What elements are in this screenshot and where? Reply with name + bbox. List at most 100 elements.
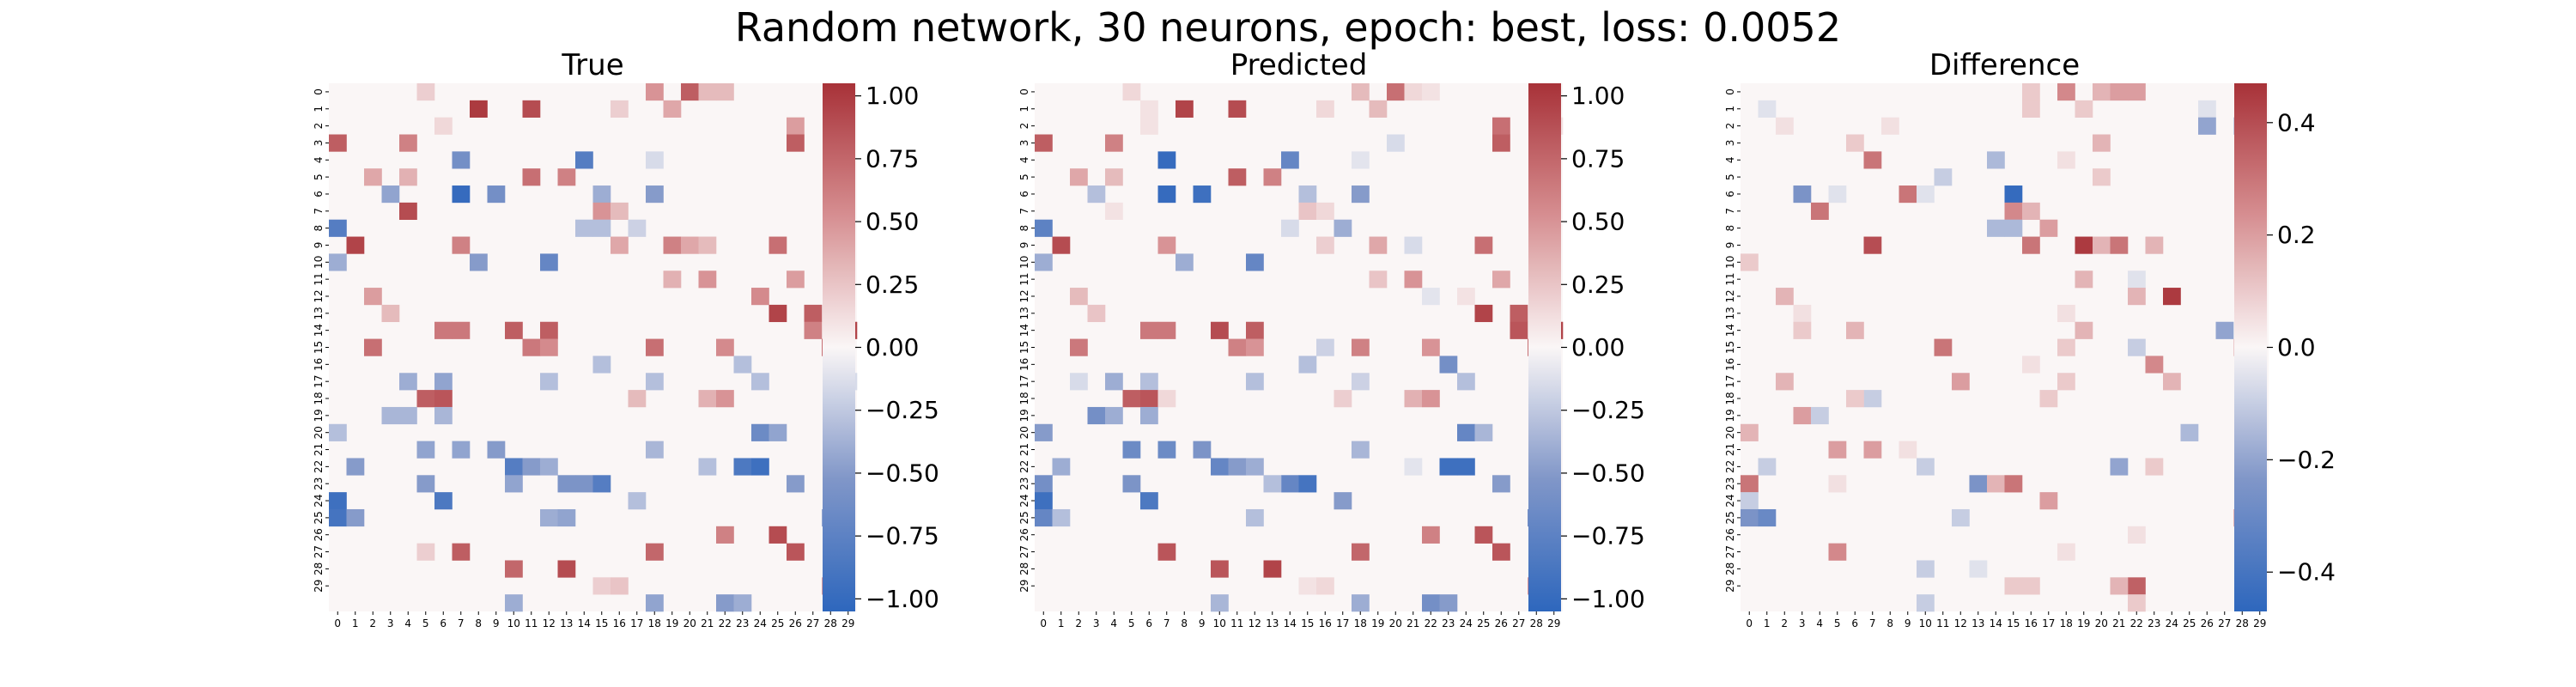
heatmap-cell: [1052, 458, 1071, 476]
heatmap-cell: [1404, 236, 1423, 254]
heatmap-cell: [1846, 134, 1864, 152]
heatmap-cell: [2004, 475, 2023, 493]
y-tick-label: 18: [313, 392, 325, 404]
y-tick-label: 11: [313, 273, 325, 286]
x-tick-label: 20: [1389, 617, 1402, 629]
heatmap-cell: [2057, 373, 2075, 391]
heatmap-cell: [2093, 83, 2111, 101]
y-tick-label: 15: [313, 341, 325, 354]
x-tick-label: 18: [648, 617, 661, 629]
heatmap-cell: [1035, 253, 1053, 271]
heatmap-cell: [646, 594, 664, 612]
x-tick-label: 14: [1284, 617, 1297, 629]
heatmap-cell: [1404, 458, 1423, 476]
x-tick-label: 18: [2060, 617, 2073, 629]
y-tick-label: 25: [1724, 511, 1736, 524]
heatmap-cell: [1281, 475, 1299, 493]
heatmap-cell: [2093, 236, 2111, 254]
heatmap-cell: [1987, 475, 2005, 493]
heatmap-cell: [1087, 304, 1106, 323]
heatmap-cell: [592, 202, 611, 221]
x-tick-label: 6: [1145, 617, 1152, 629]
heatmap-cell: [611, 202, 629, 221]
x-tick-label: 7: [1163, 617, 1170, 629]
heatmap-cell: [329, 508, 347, 527]
heatmap-cell: [1176, 253, 1194, 271]
heatmap-cell: [522, 168, 541, 186]
heatmap-cell: [1404, 83, 1423, 101]
x-tick-label: 19: [2077, 617, 2090, 629]
heatmap-cell: [2039, 492, 2058, 510]
y-tick-label: 22: [1724, 460, 1736, 473]
heatmap-cell: [1934, 338, 1953, 356]
heatmap-cell: [1811, 406, 1829, 425]
colorbar: [823, 83, 855, 611]
heatmap-cell: [1352, 151, 1370, 169]
heatmap-cell: [628, 492, 647, 510]
heatmap-cell: [1352, 83, 1370, 101]
heatmap-cell: [505, 458, 523, 476]
heatmap-cell: [1422, 594, 1440, 612]
heatmap-cell: [1422, 338, 1440, 356]
heatmap-cell: [716, 594, 734, 612]
colorbar-tick-label: 0.75: [1571, 144, 1625, 173]
heatmap-cell: [716, 338, 734, 356]
heatmap-cell: [769, 526, 787, 544]
colorbar-tick-label: −0.50: [1571, 459, 1645, 487]
y-tick-label: 11: [1018, 273, 1030, 286]
heatmap-cell: [1193, 441, 1212, 459]
heatmap-cell: [1035, 492, 1053, 510]
heatmap-cell: [381, 185, 400, 204]
heatmap-cell: [1474, 423, 1493, 441]
heatmap-cell: [1122, 390, 1141, 408]
x-tick-label: 25: [771, 617, 784, 629]
x-tick-label: 28: [1530, 617, 1543, 629]
heatmap-cell: [1369, 100, 1388, 118]
colorbar-tick-label: −0.2: [2277, 446, 2336, 474]
x-tick-label: 26: [789, 617, 802, 629]
x-tick-label: 14: [1990, 617, 2002, 629]
y-tick-label: 8: [1018, 225, 1030, 232]
heatmap-cell: [2057, 151, 2075, 169]
x-tick-label: 1: [1058, 617, 1065, 629]
heatmap-cell: [1070, 373, 1088, 391]
heatmap-cell: [1387, 134, 1405, 152]
heatmap-cell: [592, 219, 611, 237]
x-tick-label: 2: [369, 617, 376, 629]
y-tick-label: 29: [313, 580, 325, 593]
heatmap-cell: [716, 83, 734, 101]
x-tick-label: 13: [1971, 617, 1984, 629]
heatmap-cell: [1228, 458, 1247, 476]
heatmap-cell: [399, 168, 417, 186]
x-tick-label: 16: [613, 617, 626, 629]
x-tick-label: 3: [1093, 617, 1100, 629]
heatmap-cell: [522, 458, 541, 476]
x-tick-label: 12: [543, 617, 556, 629]
heatmap-cell: [1474, 526, 1493, 544]
heatmap-cell: [1140, 373, 1158, 391]
heatmap-cell: [646, 441, 664, 459]
y-tick-label: 16: [1724, 358, 1736, 371]
y-tick-label: 3: [313, 140, 325, 147]
y-tick-label: 17: [1018, 375, 1030, 388]
x-tick-label: 4: [404, 617, 411, 629]
y-tick-label: 20: [1018, 426, 1030, 439]
heatmap-cell: [1492, 543, 1510, 561]
x-tick-label: 29: [841, 617, 854, 629]
heatmap-cell: [1422, 526, 1440, 544]
y-tick-label: 18: [1724, 392, 1736, 404]
heatmap-cell: [381, 406, 400, 425]
heatmap-cell: [646, 543, 664, 561]
heatmap-cell: [1952, 373, 1970, 391]
heatmap-cell: [2110, 83, 2129, 101]
y-tick-label: 3: [1018, 140, 1030, 147]
y-tick-label: 23: [1724, 477, 1736, 490]
y-tick-label: 1: [1018, 106, 1030, 112]
heatmap-cell: [2128, 338, 2146, 356]
x-tick-label: 23: [2148, 617, 2160, 629]
heatmap-cell: [1457, 423, 1475, 441]
y-tick-label: 17: [1724, 375, 1736, 388]
heatmap-cell: [787, 134, 805, 152]
heatmap-cell: [416, 441, 435, 459]
